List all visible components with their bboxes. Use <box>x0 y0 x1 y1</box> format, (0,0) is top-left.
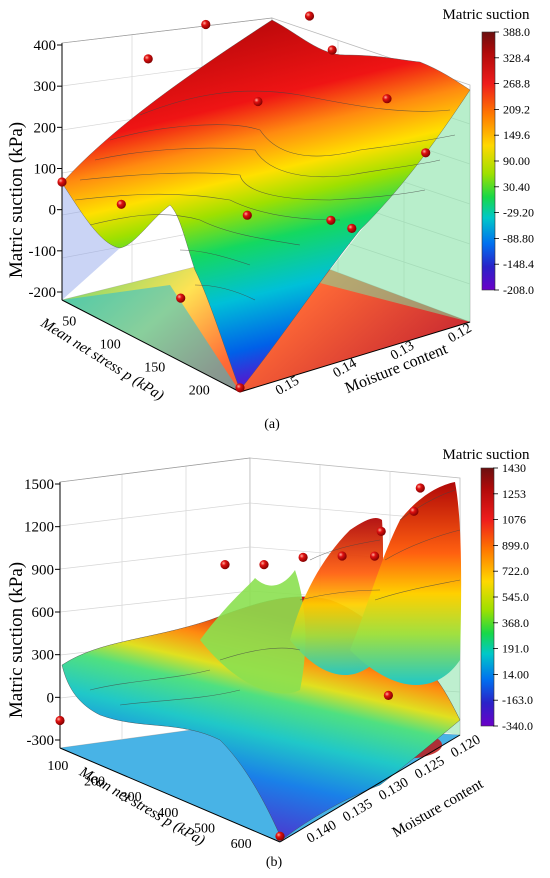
colorbar-tick-label: 30.40 <box>503 180 530 194</box>
colorbar-tick-label: 388.0 <box>503 25 530 39</box>
z-tick-label: 1200 <box>24 520 54 536</box>
z-tick-label: 400 <box>34 38 57 54</box>
colorbar-title-b: Matric suction <box>442 447 530 463</box>
data-point <box>298 552 308 563</box>
data-point <box>421 148 431 158</box>
data-point <box>57 177 67 187</box>
panel-label-a: (a) <box>264 417 280 432</box>
contours-b <box>89 489 461 706</box>
colorbar-tick-label: -340.0 <box>502 719 533 733</box>
x-tick-label: 100 <box>47 759 68 774</box>
colorbar-ticks-b: 1430 1253 1076 899.0 722.0 545.0 368.0 191.0 14.… <box>493 461 533 733</box>
data-point <box>370 551 380 561</box>
z-axis-label-a: Matric suction (kPa) <box>6 122 27 278</box>
data-point <box>143 54 153 64</box>
x-tick-label: 200 <box>189 384 210 399</box>
z-tick-label: 1500 <box>24 477 54 493</box>
x-tick-label: 500 <box>194 822 215 837</box>
data-point <box>304 11 315 21</box>
colorbar-tick-label: 1076 <box>502 513 526 527</box>
colorbar-tick-label: 368.0 <box>502 616 529 630</box>
z-tick-label: -300 <box>27 733 55 749</box>
colorbar-tick-label: -208.0 <box>503 283 534 297</box>
surface-a <box>61 19 471 391</box>
z-tick-label: 300 <box>32 648 55 664</box>
data-point <box>259 560 269 570</box>
data-point <box>383 690 393 701</box>
colorbar-tick-label: 899.0 <box>502 538 529 552</box>
colorbar-tick-label: 722.0 <box>502 564 529 578</box>
z-tick-label: 100 <box>34 162 57 178</box>
surface-b-ridge-3 <box>350 482 462 685</box>
x-tick-label: 600 <box>231 837 252 852</box>
data-point <box>382 94 392 104</box>
data-point <box>415 483 425 493</box>
data-points-b <box>55 483 425 841</box>
colorbar-tick-label: 268.8 <box>503 77 530 91</box>
colorbar-tick-label: 90.00 <box>503 154 530 168</box>
z-tick-label: -100 <box>29 244 57 260</box>
z-tick-labels-a: 400 300 200 100 0 -100 -200 <box>29 38 62 301</box>
z-axis-label-b: Matric suction (kPa) <box>6 562 27 718</box>
z-tick-label: 200 <box>34 120 57 136</box>
x-tick-labels-b: 100 200 300 400 500 600 <box>47 759 251 852</box>
data-points-a <box>57 11 431 393</box>
z-tick-labels-b: 1500 1200 900 600 300 0 -300 <box>24 477 60 749</box>
colorbar-ticks-a: 388.0 328.4 268.8 209.2 149.6 90.00 30.40 -29.2… <box>494 25 534 297</box>
colorbar-title-a: Matric suction <box>442 7 530 23</box>
panel-label-b: (b) <box>266 855 283 870</box>
data-point <box>275 831 285 841</box>
colorbar-tick-label: 191.0 <box>502 642 529 656</box>
z-tick-label: 900 <box>32 562 55 578</box>
data-point <box>337 551 347 561</box>
colorbar-b <box>480 467 495 727</box>
data-point <box>176 293 186 303</box>
x-tick-label: 400 <box>157 806 178 821</box>
colorbar-tick-label: 328.4 <box>503 51 530 65</box>
colorbar-tick-label: 149.6 <box>503 128 530 142</box>
x-tick-label: 50 <box>62 315 76 330</box>
colorbar-tick-label: -88.80 <box>503 231 534 245</box>
x-tick-labels-a: 50 100 150 200 <box>62 315 210 399</box>
z-tick-label: 300 <box>34 79 57 95</box>
floor-low-region-a <box>62 285 240 392</box>
z-tick-label: 600 <box>32 605 55 621</box>
x-tick-label: 300 <box>121 790 142 805</box>
colorbar-tick-label: -148.4 <box>503 257 534 271</box>
data-point <box>327 45 337 55</box>
side-wall-right-a <box>320 90 470 322</box>
data-point <box>376 526 386 537</box>
data-point <box>347 223 357 233</box>
axes-b <box>59 457 461 843</box>
side-wall-left-a <box>62 183 120 300</box>
surface-b-ridge-1 <box>200 570 306 694</box>
data-point <box>326 215 336 225</box>
data-point <box>409 506 419 516</box>
data-point <box>55 715 65 726</box>
z-tick-label: -200 <box>29 285 57 301</box>
colorbar-tick-label: -163.0 <box>502 693 533 707</box>
x-tick-label: 150 <box>144 361 165 376</box>
colorbar-a <box>481 31 496 291</box>
colorbar-tick-label: 1253 <box>502 487 526 501</box>
colorbar-tick-label: 209.2 <box>503 102 530 116</box>
colorbar-tick-label: 545.0 <box>502 590 529 604</box>
chart-panel-b: 1500 1200 900 600 300 0 -300 100 200 300 400 500 60… <box>6 447 533 870</box>
z-tick-label: 0 <box>49 203 57 219</box>
colorbar-tick-label: -29.20 <box>503 206 534 220</box>
data-point <box>116 199 126 209</box>
x-tick-label: 100 <box>100 338 121 353</box>
x-tick-label: 200 <box>84 775 105 790</box>
data-point <box>242 210 252 220</box>
contours-a <box>74 90 456 301</box>
data-point <box>253 96 263 107</box>
colorbar-tick-label: 14.00 <box>502 667 529 681</box>
data-point <box>220 560 230 570</box>
data-point <box>235 383 245 393</box>
data-point <box>201 19 211 30</box>
colorbar-tick-label: 1430 <box>502 461 526 475</box>
z-tick-label: 0 <box>47 690 55 706</box>
